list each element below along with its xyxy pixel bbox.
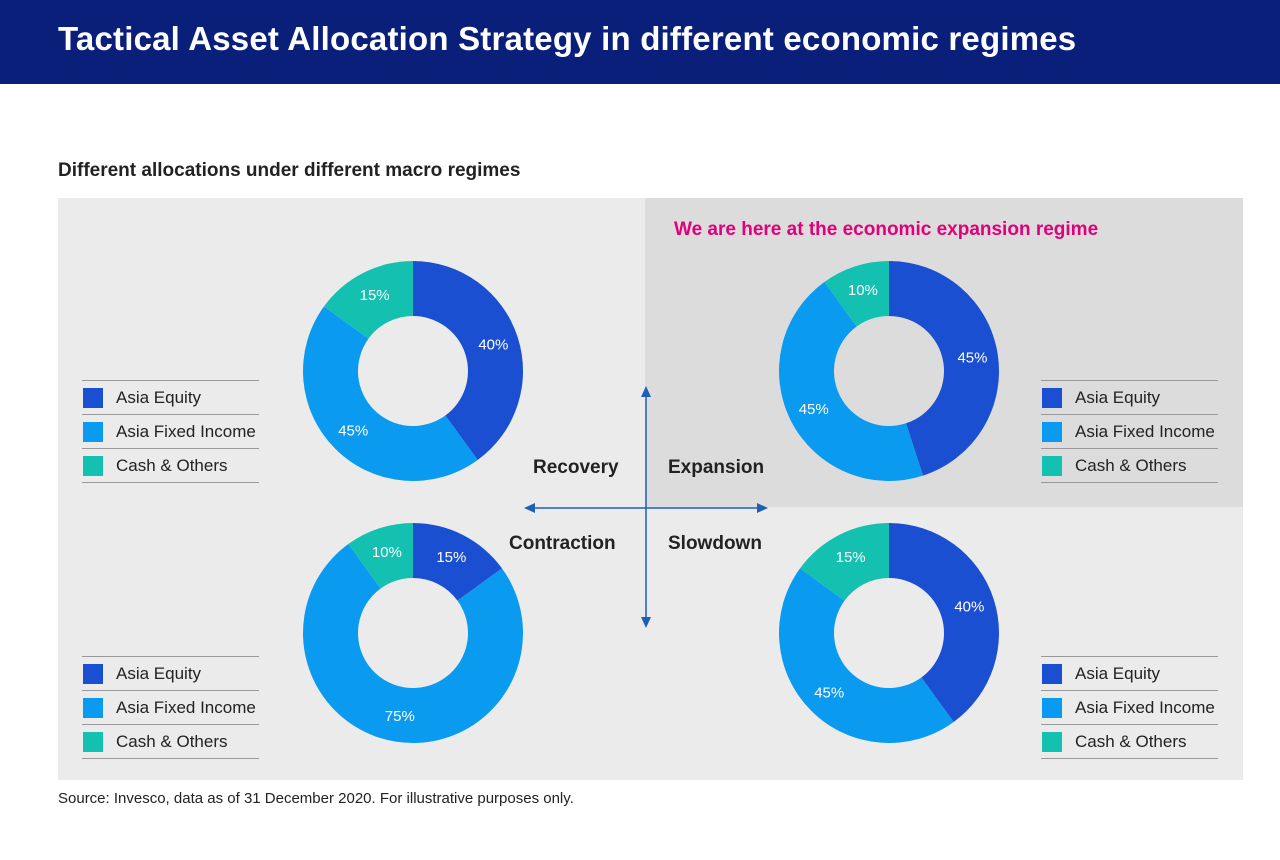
legend-label: Cash & Others [116,455,228,475]
cash-others-swatch [1042,455,1062,476]
slice-label-asia-fixed-income: 45% [338,422,368,439]
cash-others-swatch [1042,731,1062,752]
legend-item: Asia Equity [82,656,259,690]
legend-label: Cash & Others [1075,455,1187,475]
slice-label-asia-fixed-income: 45% [799,401,829,418]
label-contraction: Contraction [509,533,616,554]
slice-label-asia-equity: 40% [478,336,508,353]
asia-fixed-income-swatch [1042,697,1062,718]
slice-label-asia-fixed-income: 45% [814,684,844,701]
label-recovery: Recovery [533,457,619,478]
legend-label: Asia Equity [1075,663,1161,683]
slice-cash-others [348,523,413,589]
legend-label: Asia Fixed Income [116,421,256,441]
legend-contraction: Asia Equity Asia Fixed Income Cash & Oth… [82,656,259,759]
legend-item: Cash & Others [1041,724,1218,759]
slice-asia-fixed-income [779,568,954,743]
donut-chart-expansion: 45% 45% 10% [779,261,999,481]
legend-label: Asia Fixed Income [116,697,256,717]
donut-chart-slowdown: 40% 45% 15% [779,523,999,743]
legend-item: Asia Fixed Income [1041,690,1218,724]
donut-chart-recovery: 40% 45% 15% [303,261,523,481]
legend-slowdown: Asia Equity Asia Fixed Income Cash & Oth… [1041,656,1218,759]
header-bar: Tactical Asset Allocation Strategy in di… [0,0,1280,84]
slice-label-cash-others: 15% [836,549,866,566]
legend-item: Asia Fixed Income [82,690,259,724]
slice-label-asia-fixed-income: 75% [385,708,415,725]
legend-item: Asia Equity [1041,380,1218,414]
asia-fixed-income-swatch [83,421,103,442]
slice-asia-fixed-income [303,306,478,481]
slice-cash-others [324,261,413,339]
source-note: Source: Invesco, data as of 31 December … [58,790,574,807]
regime-axes [524,386,768,628]
asia-equity-swatch [83,663,103,684]
cash-others-swatch [83,731,103,752]
slice-cash-others [824,261,889,327]
slice-label-asia-equity: 40% [954,598,984,615]
label-expansion: Expansion [668,457,765,478]
legend-item: Cash & Others [82,724,259,759]
page-title: Tactical Asset Allocation Strategy in di… [58,20,1077,57]
slice-label-cash-others: 10% [848,282,878,299]
slice-asia-equity [889,261,999,476]
legend-label: Asia Equity [1075,387,1161,407]
asia-equity-swatch [1042,387,1062,408]
legend-label: Asia Equity [116,387,202,407]
legend-item: Asia Equity [1041,656,1218,690]
legend-expansion: Asia Equity Asia Fixed Income Cash & Oth… [1041,380,1218,483]
legend-item: Asia Fixed Income [1041,414,1218,448]
legend-item: Cash & Others [1041,448,1218,483]
legend-item: Cash & Others [82,448,259,483]
slice-label-cash-others: 10% [372,544,402,561]
slice-cash-others [800,523,889,601]
legend-label: Asia Fixed Income [1075,421,1215,441]
legend-recovery: Asia Equity Asia Fixed Income Cash & Oth… [82,380,259,483]
asia-equity-swatch [1042,663,1062,684]
legend-label: Asia Fixed Income [1075,697,1215,717]
slice-asia-equity [889,523,999,722]
asia-fixed-income-swatch [83,697,103,718]
legend-item: Asia Fixed Income [82,414,259,448]
legend-label: Asia Equity [116,663,202,683]
slice-asia-equity [413,523,502,601]
slice-asia-equity [413,261,523,460]
legend-label: Cash & Others [116,731,228,751]
slice-asia-fixed-income [303,544,523,743]
slice-asia-fixed-income [779,282,923,481]
expansion-note: We are here at the economic expansion re… [674,219,1099,240]
slice-label-cash-others: 15% [360,287,390,304]
cash-others-swatch [83,455,103,476]
legend-label: Cash & Others [1075,731,1187,751]
asia-equity-swatch [83,387,103,408]
slice-label-asia-equity: 15% [436,549,466,566]
legend-item: Asia Equity [82,380,259,414]
label-slowdown: Slowdown [668,533,762,554]
asia-fixed-income-swatch [1042,421,1062,442]
chart-subtitle: Different allocations under different ma… [58,160,521,181]
slice-label-asia-equity: 45% [957,349,987,366]
donut-chart-contraction: 15% 75% 10% [303,523,523,743]
